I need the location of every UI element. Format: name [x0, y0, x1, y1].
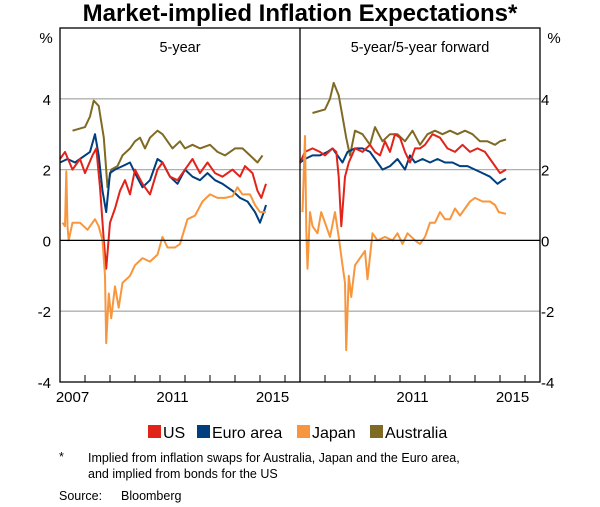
y-tick-label-left: -2 — [38, 304, 51, 321]
legend-swatch-japan — [297, 425, 310, 438]
legend-label-us: US — [163, 425, 185, 442]
series-line-australia-panel-1 — [72, 99, 264, 189]
footnote-line-2: and implied from bonds for the US — [88, 467, 278, 481]
x-tick-label: 2011 — [396, 389, 428, 406]
y-axis-unit-left: % — [39, 30, 52, 47]
x-tick-label: 2015 — [496, 389, 529, 406]
y-tick-label-right: 0 — [541, 233, 549, 250]
footnote-line-1: Implied from inflation swaps for Austral… — [88, 451, 460, 465]
legend-label-japan: Japan — [312, 425, 356, 442]
legend-swatch-euro-area — [197, 425, 210, 438]
series-line-japan-panel-1 — [61, 170, 266, 345]
x-tick-label: 2015 — [256, 389, 289, 406]
footnote-marker: * — [59, 450, 64, 464]
y-tick-label-left: -4 — [38, 375, 51, 392]
legend-label-australia: Australia — [385, 425, 447, 442]
y-tick-label-left: 2 — [43, 163, 51, 180]
series-line-euro-area-panel-2 — [299, 147, 507, 185]
y-tick-label-right: 4 — [541, 92, 549, 109]
y-tick-label-right: -2 — [541, 304, 554, 321]
y-axis-unit-right: % — [547, 30, 560, 47]
panel-title-5-year: 5-year — [159, 40, 200, 56]
y-tick-label-left: 4 — [43, 92, 51, 109]
series-line-euro-area-panel-1 — [59, 133, 267, 224]
x-tick-label: 2011 — [156, 389, 188, 406]
series-line-australia-panel-2 — [312, 81, 507, 157]
panel-title-5y5y-forward: 5-year/5-year forward — [351, 40, 490, 56]
y-tick-labels: -4 -4 -2 -2 0 0 2 2 4 4 — [38, 92, 555, 392]
series-layer — [59, 81, 507, 352]
chart-title: Market-implied Inflation Expectations* — [83, 0, 518, 27]
y-tick-label-right: -4 — [541, 375, 554, 392]
x-tick-labels: 2007 2011 2015 2011 2015 — [56, 389, 529, 406]
y-tick-label-left: 0 — [43, 233, 51, 250]
series-line-us-panel-2 — [299, 133, 507, 228]
y-tick-label-right: 2 — [541, 163, 549, 180]
source-label: Source: — [59, 489, 102, 503]
series-line-us-panel-1 — [59, 147, 267, 270]
legend-swatch-australia — [370, 425, 383, 438]
source-text: Bloomberg — [121, 489, 181, 503]
legend: US Euro area Japan Australia — [148, 425, 447, 442]
legend-label-euro-area: Euro area — [212, 425, 282, 442]
axes — [59, 27, 541, 383]
legend-swatch-us — [148, 425, 161, 438]
x-tick-label: 2007 — [56, 389, 89, 406]
series-line-japan-panel-2 — [301, 135, 507, 352]
